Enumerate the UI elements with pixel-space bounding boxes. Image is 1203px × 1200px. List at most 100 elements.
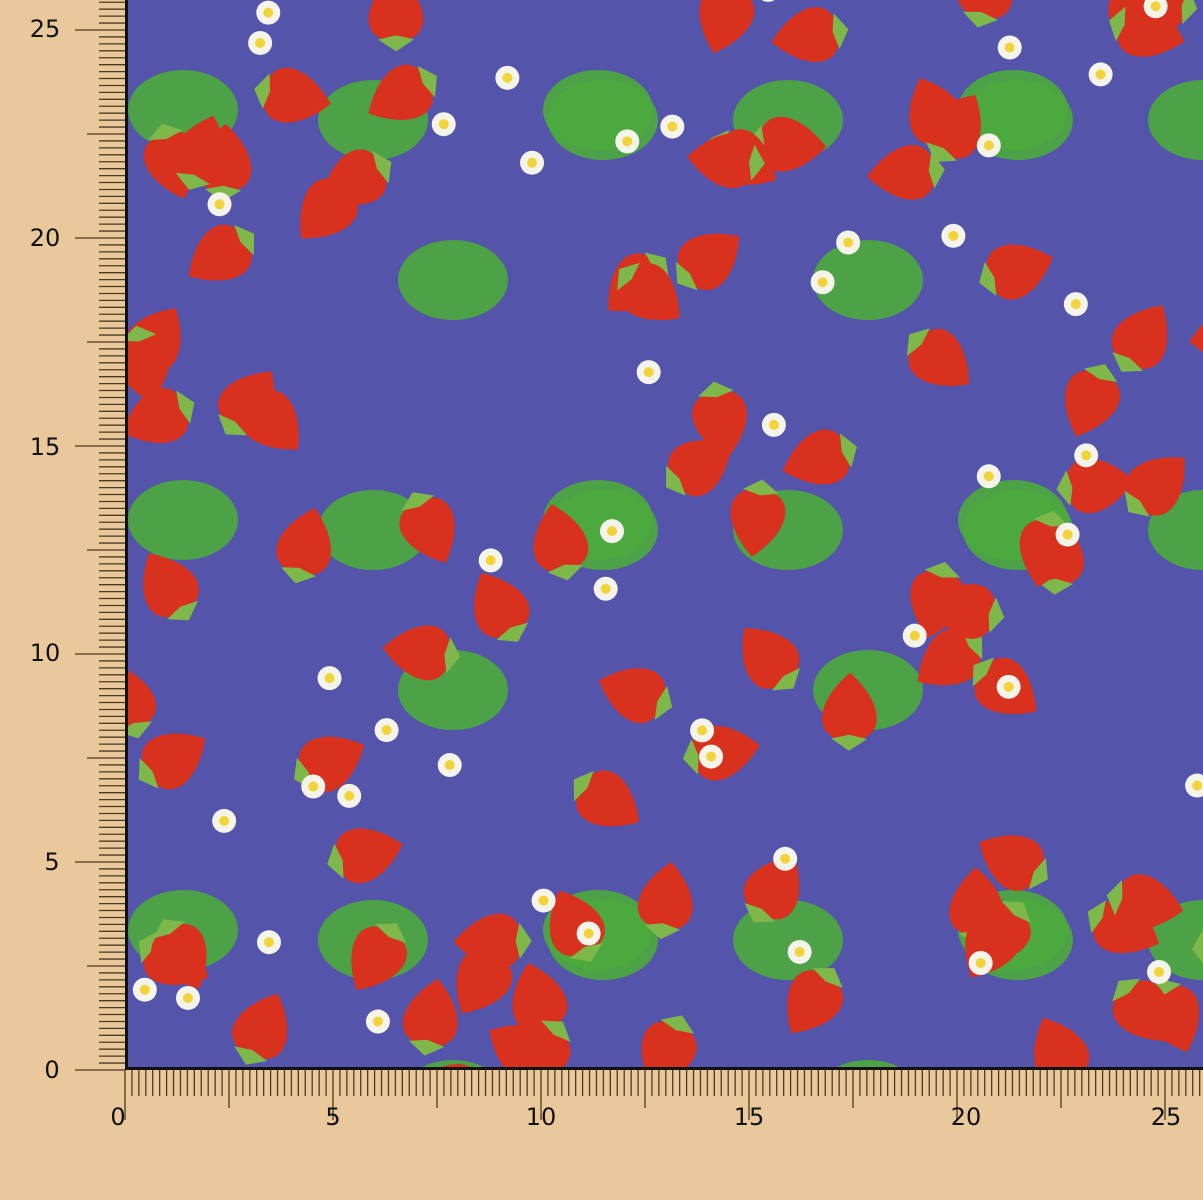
flower [761, 0, 775, 2]
strawberry [742, 627, 800, 691]
strawberry [321, 149, 392, 205]
flower-center [324, 673, 335, 684]
ruler-ticks [75, 1, 1201, 1120]
strawberry [1034, 1017, 1090, 1067]
flower-center [1150, 1, 1161, 12]
strawberry [138, 733, 206, 790]
flower-center [372, 1016, 383, 1027]
strawberry [533, 504, 589, 581]
strawberry [1056, 458, 1134, 514]
flower-center [219, 815, 230, 826]
flower-center [444, 760, 455, 771]
x-label-25: 25 [1151, 1103, 1182, 1131]
strawberry [743, 855, 800, 923]
x-label-15: 15 [734, 1103, 765, 1131]
strawberry [143, 553, 199, 621]
flower-center [622, 136, 633, 147]
flower-center [983, 471, 994, 482]
y-label-10: 10 [30, 639, 61, 667]
flower-center [600, 583, 611, 594]
strawberry [402, 978, 458, 1056]
flower-center [983, 140, 994, 151]
flower-center [381, 725, 392, 736]
strawberry [906, 328, 970, 386]
flower-center [527, 157, 538, 168]
flower-center [139, 984, 150, 995]
flower-center [1154, 966, 1165, 977]
flower-center [706, 751, 717, 762]
flower-center [1003, 681, 1014, 692]
strawberry [771, 7, 849, 62]
strawberry [822, 672, 877, 751]
strawberry [382, 625, 461, 681]
strawberry [687, 133, 765, 189]
flower-center [607, 526, 618, 537]
strawberry [399, 492, 455, 563]
strawberry [927, 584, 1005, 639]
leaf [813, 240, 923, 320]
flower-center [308, 781, 319, 792]
leaf [836, 1060, 900, 1067]
flower-center [538, 895, 549, 906]
y-label-15: 15 [30, 433, 61, 461]
strawberry [617, 262, 680, 320]
strawberry [368, 64, 437, 120]
flower-center [1192, 780, 1203, 791]
strawberry [573, 770, 640, 827]
flower-center [255, 37, 266, 48]
flower-center [948, 230, 959, 241]
flower-center [485, 555, 496, 566]
flower-center [583, 928, 594, 939]
leaf [1148, 80, 1203, 160]
strawberry [276, 507, 331, 584]
x-label-5: 5 [325, 1103, 340, 1131]
flower-center [909, 630, 920, 641]
y-label-5: 5 [44, 848, 59, 876]
strawberry [730, 479, 786, 557]
y-label-25: 25 [30, 15, 61, 43]
strawberry [128, 663, 156, 739]
flower-center [667, 121, 678, 132]
strawberry [368, 0, 424, 52]
strawberry [151, 919, 207, 989]
strawberry [1124, 457, 1185, 517]
flower-center [1070, 299, 1081, 310]
strawberry [1106, 874, 1184, 929]
strawberry-pattern [128, 0, 1203, 1067]
strawberry [979, 244, 1054, 300]
strawberry [474, 573, 530, 642]
x-label-0: 0 [110, 1103, 125, 1131]
x-label-10: 10 [526, 1103, 557, 1131]
strawberry [218, 371, 275, 436]
y-label-0: 0 [44, 1056, 59, 1084]
x-label-20: 20 [951, 1103, 982, 1131]
strawberry [974, 901, 1031, 965]
strawberry [514, 1020, 571, 1067]
leaf [318, 490, 428, 570]
flower-center [697, 725, 708, 736]
strawberry [699, 0, 755, 54]
flower-center [1095, 69, 1106, 80]
leaf [398, 240, 508, 320]
flower-center [843, 237, 854, 248]
flower-center [263, 937, 274, 948]
strawberry [128, 325, 170, 403]
strawberry [327, 828, 403, 884]
strawberry [665, 440, 732, 497]
strawberry [1065, 364, 1121, 437]
strawberry [1111, 305, 1168, 372]
flower-center [975, 958, 986, 969]
strawberry [128, 387, 195, 443]
y-label-20: 20 [30, 224, 61, 252]
flower-center [768, 419, 779, 430]
flower-center [780, 853, 791, 864]
leaf [958, 70, 1068, 150]
strawberry [867, 145, 945, 200]
flower-center [182, 992, 193, 1003]
strawberry [637, 861, 693, 940]
strawberry [787, 968, 844, 1034]
flower-center [794, 946, 805, 957]
flower-center [263, 7, 274, 18]
strawberry [782, 429, 857, 485]
